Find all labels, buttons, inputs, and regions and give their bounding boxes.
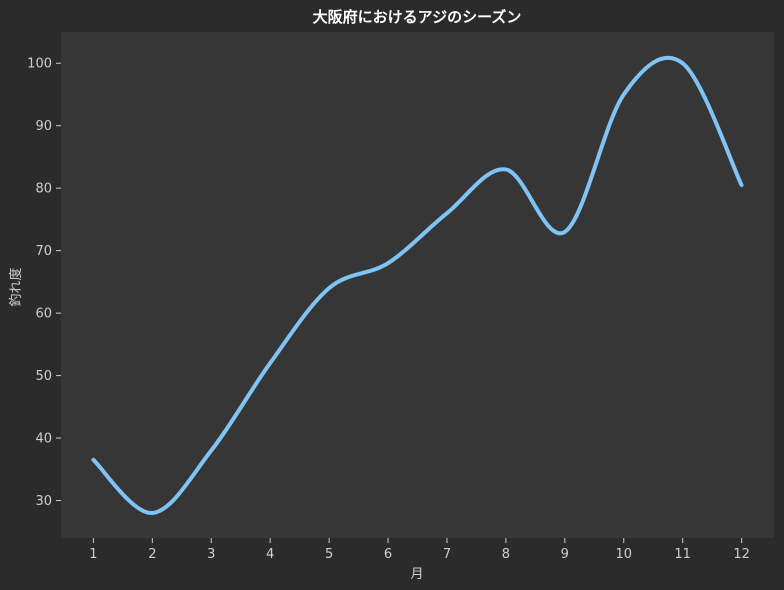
x-tick-label-3: 3: [207, 547, 215, 562]
x-tick-label-8: 8: [502, 547, 510, 562]
y-tick-label-30: 30: [35, 494, 52, 509]
series-group: [91, 55, 744, 516]
y-axis-label: 釣れ度: [8, 267, 24, 306]
y-tick-label-90: 90: [35, 119, 52, 134]
y-tick-label-70: 70: [35, 244, 52, 259]
y-tick-label-40: 40: [35, 432, 52, 447]
x-tick-label-1: 1: [89, 547, 97, 562]
y-tick-label-100: 100: [27, 57, 52, 72]
y-tick-label-50: 50: [35, 369, 52, 384]
x-tick-label-4: 4: [266, 547, 274, 562]
x-axis: 1 2 3 4 5 6 7 8 9 10 11 12: [89, 538, 750, 562]
plot-area: [61, 32, 774, 538]
y-axis: 30 40 50 60 70 80 90 100: [27, 57, 61, 509]
x-axis-label: 月: [410, 567, 423, 582]
x-tick-label-7: 7: [443, 547, 451, 562]
x-tick-label-9: 9: [561, 547, 569, 562]
x-tick-label-2: 2: [148, 547, 156, 562]
x-tick-label-10: 10: [615, 547, 632, 562]
chart-title: 大阪府におけるアジのシーズン: [313, 8, 522, 26]
x-tick-label-11: 11: [674, 547, 691, 562]
x-tick-label-6: 6: [384, 547, 392, 562]
series-line-0: [91, 55, 744, 516]
x-tick-label-12: 12: [733, 547, 750, 562]
x-tick-label-5: 5: [325, 547, 333, 562]
y-tick-label-80: 80: [35, 182, 52, 197]
y-tick-label-60: 60: [35, 307, 52, 322]
